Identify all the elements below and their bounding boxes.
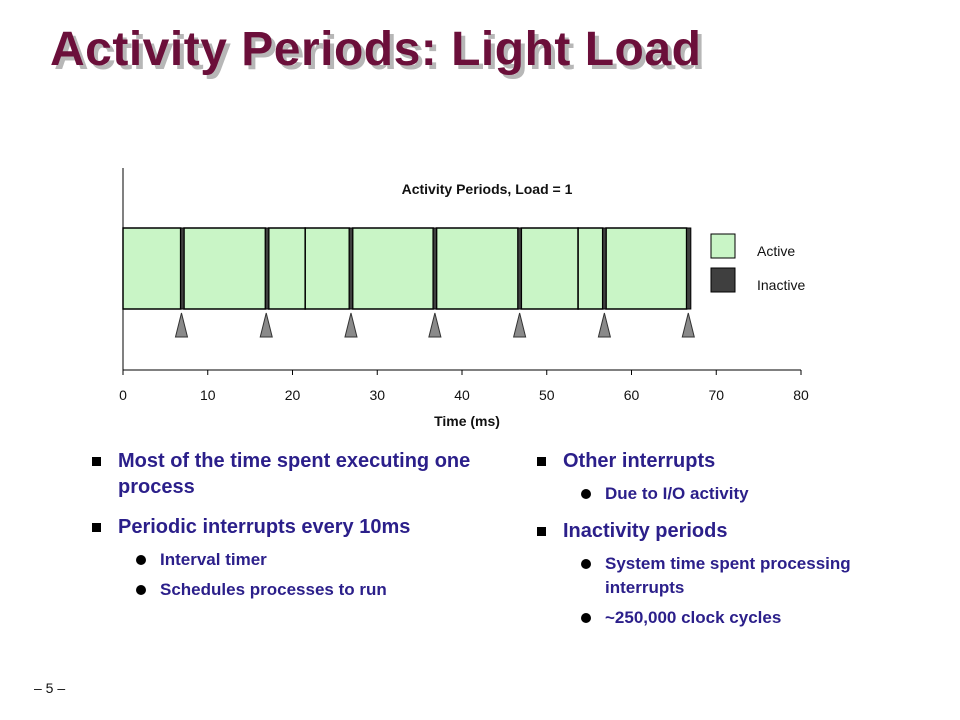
legend-label-inactive: Inactive [757, 277, 805, 293]
sub-bullet-system-time: System time spent processing interrupts [537, 552, 857, 600]
bullet-periodic-interrupts: Periodic interrupts every 10ms [92, 514, 472, 540]
bullet-most-time: Most of the time spent executing one pro… [92, 448, 472, 500]
x-tick-label-60: 60 [624, 387, 640, 403]
inactive-period-bar-5 [517, 227, 522, 310]
bullet-other-interrupts: Other interrupts [537, 448, 857, 474]
round-bullet-icon [581, 613, 591, 623]
sub-bullet-text: Due to I/O activity [605, 484, 749, 503]
inactive-period-bar-2 [264, 227, 270, 310]
legend-swatch-inactive [710, 267, 736, 293]
round-bullet-icon [136, 555, 146, 565]
bullet-text: Periodic interrupts every 10ms [118, 516, 411, 538]
page-number: – 5 – [34, 680, 66, 696]
slide-title: Activity Periods: Light Load [50, 23, 702, 76]
x-tick-label-30: 30 [369, 387, 385, 403]
square-bullet-icon [537, 457, 546, 466]
legend-label-active: Active [757, 243, 795, 259]
round-bullet-icon [581, 559, 591, 569]
active-period-bar-6 [435, 227, 519, 310]
left-bullet-list: Most of the time spent executing one pro… [92, 448, 472, 614]
active-period-bar-2 [183, 227, 267, 310]
active-period-bar-7 [520, 227, 579, 310]
x-tick-label-50: 50 [539, 387, 555, 403]
activity-chart: Activity Periods, Load = 1 0 10 20 30 40 50 60 7… [119, 168, 809, 429]
sub-bullet-text: Schedules processes to run [160, 580, 387, 599]
bullet-text: Other interrupts [563, 450, 716, 472]
inactive-period-bar-7 [686, 227, 692, 310]
x-tick-label-70: 70 [708, 387, 724, 403]
inactive-period-bar-4 [432, 227, 438, 310]
x-tick-label-40: 40 [454, 387, 470, 403]
active-period-bar-1 [122, 227, 182, 310]
inactive-period-bar-3 [348, 227, 354, 310]
square-bullet-icon [537, 527, 546, 536]
sub-bullet-clock-cycles: ~250,000 clock cycles [537, 606, 857, 630]
interrupt-marker-1 [174, 312, 189, 338]
active-period-bar-3 [268, 227, 306, 310]
bullet-inactivity-periods: Inactivity periods [537, 518, 857, 544]
active-period-bar-9 [605, 227, 688, 310]
sub-bullet-io-activity: Due to I/O activity [537, 482, 857, 506]
chart-title: Activity Periods, Load = 1 [402, 181, 573, 197]
legend-swatch-active [710, 233, 736, 259]
interrupt-marker-4 [428, 312, 442, 338]
inactive-period-bar-6 [602, 227, 607, 310]
active-period-bar-4 [304, 227, 351, 310]
bullet-text: Most of the time spent executing one pro… [118, 450, 471, 498]
round-bullet-icon [581, 489, 591, 499]
round-bullet-icon [136, 585, 146, 595]
sub-bullet-text: System time spent processing interrupts [605, 554, 851, 597]
x-tick-label-20: 20 [285, 387, 301, 403]
sub-bullet-interval-timer: Interval timer [92, 548, 472, 572]
right-bullet-list: Other interrupts Due to I/O activity Ina… [537, 448, 857, 642]
bullet-text: Inactivity periods [563, 520, 728, 542]
interrupt-marker-5 [512, 312, 527, 338]
active-period-bar-8 [577, 227, 604, 310]
square-bullet-icon [92, 457, 101, 466]
interrupt-marker-3 [344, 312, 358, 338]
x-tick-label-0: 0 [119, 387, 127, 403]
sub-bullet-text: Interval timer [160, 550, 267, 569]
interrupt-marker-6 [597, 312, 612, 338]
x-axis-label: Time (ms) [434, 413, 500, 429]
interrupt-marker-2 [259, 312, 273, 338]
square-bullet-icon [92, 523, 101, 532]
inactive-period-bar-1 [180, 227, 185, 310]
sub-bullet-schedules: Schedules processes to run [92, 578, 472, 602]
interrupt-marker-7 [681, 312, 695, 338]
active-period-bar-5 [351, 227, 434, 310]
x-tick-label-10: 10 [200, 387, 216, 403]
x-tick-label-80: 80 [793, 387, 809, 403]
sub-bullet-text: ~250,000 clock cycles [605, 608, 782, 627]
